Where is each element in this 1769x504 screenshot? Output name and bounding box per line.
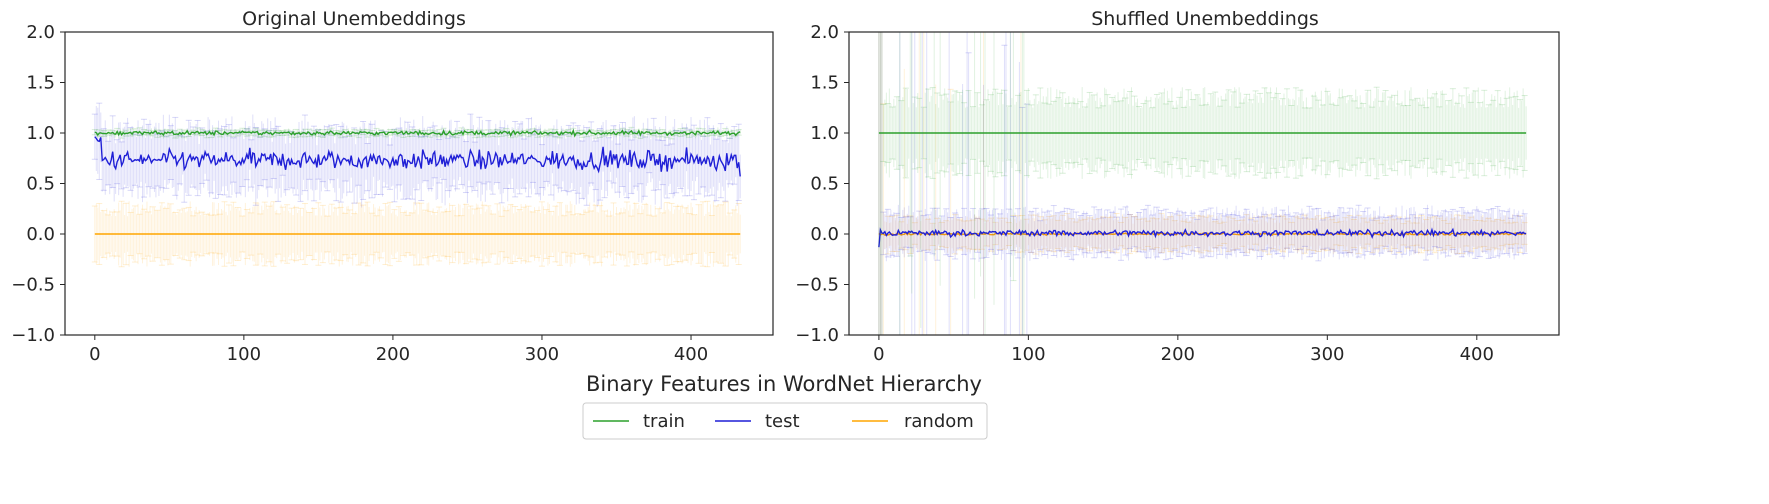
y-tick-label: 1.5: [26, 73, 55, 94]
legend-label-train: train: [643, 411, 685, 432]
y-tick-label: 2.0: [810, 22, 839, 43]
x-tick-label: 100: [1011, 344, 1045, 365]
x-tick-label: 400: [1460, 344, 1494, 365]
x-tick-label: 300: [525, 344, 559, 365]
series-line-train: [94, 128, 741, 138]
y-axis: −1.0 −0.5 0.0 0.5 1.0 1.5 2.0: [795, 22, 849, 346]
chart-panel-shuffled: Shuffled Unembeddings 0 100 200 300 400−1.0−…: [795, 8, 1560, 365]
chart-title: Original Unembeddings: [242, 8, 466, 30]
legend: train test random: [582, 402, 988, 440]
chart-panel-original: Original Unembeddings 0 100 200 300 400−1.0−…: [11, 8, 774, 365]
x-axis: 0 100 200 300 400: [89, 335, 708, 365]
plot-area: [91, 102, 742, 268]
y-tick-label: −1.0: [795, 325, 839, 346]
y-axis: −1.0 −0.5 0.0 0.5 1.0 1.5 2.0: [11, 22, 65, 346]
series-train: [91, 126, 742, 140]
series-random: [91, 200, 742, 268]
errorbars-train: [875, 31, 1528, 336]
x-tick-label: 0: [89, 344, 100, 365]
legend-label-random: random: [904, 411, 974, 432]
legend-frame: [582, 402, 988, 440]
series-test: [875, 31, 1528, 336]
errorbars-test: [875, 31, 1528, 336]
plot-area: [875, 31, 1528, 336]
y-tick-label: 0.5: [810, 174, 839, 195]
x-tick-label: 100: [227, 344, 261, 365]
y-tick-label: 1.0: [26, 123, 55, 144]
x-tick-label: 200: [376, 344, 410, 365]
legend-item-random: random: [852, 411, 974, 432]
legend-item-test: test: [715, 411, 800, 432]
series-train: [875, 31, 1528, 336]
series-line-test: [94, 136, 741, 177]
x-tick-label: 400: [674, 344, 708, 365]
figure-xlabel: Binary Features in WordNet Hierarchy: [586, 372, 982, 396]
series-random: [875, 31, 1528, 336]
y-tick-label: −1.0: [11, 325, 55, 346]
y-tick-label: 1.0: [810, 123, 839, 144]
y-tick-label: 1.5: [810, 73, 839, 94]
legend-item-train: train: [593, 411, 685, 432]
legend-label-test: test: [765, 411, 800, 432]
x-tick-label: 0: [873, 344, 884, 365]
y-tick-label: 0.0: [26, 224, 55, 245]
x-axis: 0 100 200 300 400: [873, 335, 1494, 365]
y-tick-label: 2.0: [26, 22, 55, 43]
y-tick-label: 0.0: [810, 224, 839, 245]
y-tick-label: −0.5: [795, 275, 839, 296]
series-test: [91, 102, 742, 210]
x-tick-label: 300: [1310, 344, 1344, 365]
axes-frame: [848, 31, 1560, 336]
x-tick-label: 200: [1161, 344, 1195, 365]
chart-title: Shuffled Unembeddings: [1091, 8, 1319, 30]
errorbars-random: [875, 31, 1528, 336]
y-tick-label: 0.5: [26, 174, 55, 195]
series-line-test: [878, 227, 1527, 248]
y-tick-label: −0.5: [11, 275, 55, 296]
